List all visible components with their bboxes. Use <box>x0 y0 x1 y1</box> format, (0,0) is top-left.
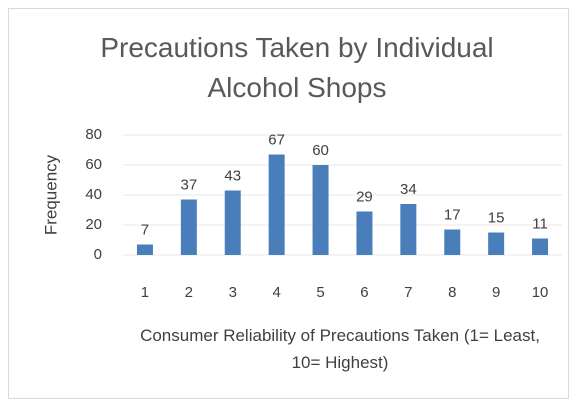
x-tick-label: 8 <box>448 284 456 301</box>
bar <box>224 190 241 255</box>
y-tick-label: 80 <box>85 126 102 143</box>
bar <box>136 244 153 255</box>
x-tick-label: 7 <box>404 284 412 301</box>
data-label: 43 <box>224 167 241 184</box>
bar <box>532 238 549 255</box>
x-tick-label: 5 <box>316 284 324 301</box>
y-tick-label: 20 <box>85 216 102 233</box>
bar <box>356 211 373 255</box>
bar <box>268 154 285 255</box>
x-tick-label: 10 <box>532 284 549 301</box>
chart-title: Precautions Taken by Individual Alcohol … <box>100 32 494 103</box>
data-label: 60 <box>312 142 329 159</box>
x-axis-label: Consumer Reliability of Precautions Take… <box>140 326 540 372</box>
data-label: 11 <box>532 215 548 232</box>
bar <box>180 199 197 255</box>
chart-border <box>8 8 569 399</box>
data-label: 37 <box>181 176 198 193</box>
bar <box>488 232 505 255</box>
y-tick-label: 60 <box>85 156 102 173</box>
data-label: 17 <box>444 206 461 223</box>
data-label: 34 <box>400 181 417 198</box>
bar <box>400 204 417 255</box>
data-label: 67 <box>268 131 285 148</box>
x-tick-label: 1 <box>141 284 149 301</box>
x-tick-label: 2 <box>185 284 193 301</box>
y-axis-label: Frequency <box>41 154 60 235</box>
x-tick-label: 4 <box>272 284 280 301</box>
data-label: 29 <box>356 188 373 205</box>
x-tick-label: 6 <box>360 284 368 301</box>
data-label: 7 <box>141 221 149 238</box>
bar <box>444 229 461 255</box>
data-label: 15 <box>488 209 505 226</box>
y-tick-label: 40 <box>85 186 102 203</box>
y-tick-label: 0 <box>94 246 102 263</box>
x-tick-label: 3 <box>229 284 237 301</box>
x-tick-label: 9 <box>492 284 500 301</box>
bar <box>312 165 329 255</box>
